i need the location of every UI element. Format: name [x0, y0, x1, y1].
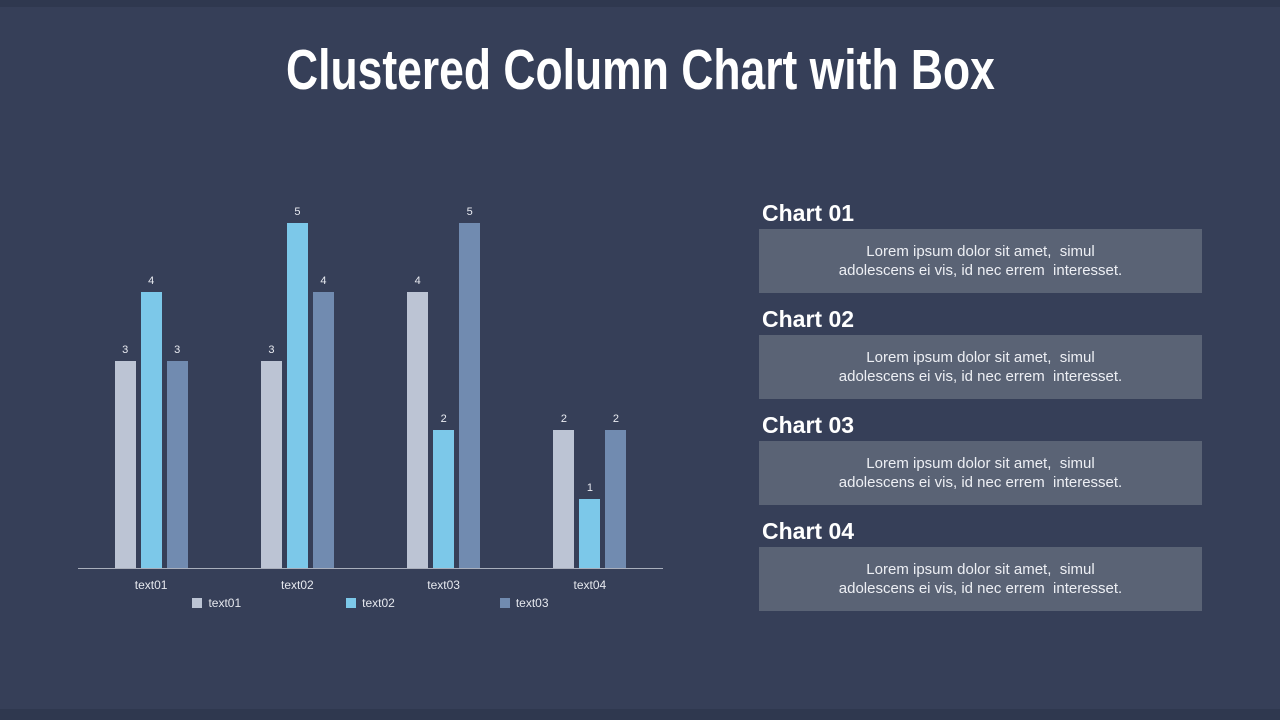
info-box-text-line: Lorem ipsum dolor sit amet, simul [866, 455, 1095, 472]
bar-text02-text02: 5 [286, 206, 308, 568]
bar-value-label: 3 [268, 344, 275, 356]
info-section-heading: Chart 01 [762, 200, 855, 226]
bar-text02-text03: 2 [433, 413, 455, 568]
info-box-text-line: adolescens ei vis, id nec errem interess… [838, 262, 1123, 279]
bar-value-label: 3 [174, 344, 181, 356]
legend-label: text02 [362, 596, 395, 610]
x-axis-label-text02: text02 [281, 578, 314, 592]
info-box-text-line: Lorem ipsum dolor sit amet, simul [866, 349, 1095, 366]
bar-text03-text04: 2 [605, 413, 627, 568]
legend-item-text02: text02 [346, 596, 395, 610]
info-section-heading: Chart 02 [762, 306, 855, 332]
info-panel: Chart 01 Lorem ipsum dolor sit amet, simu… [759, 201, 1202, 625]
bar-value-label: 5 [466, 206, 473, 218]
bar-text01-text01: 3 [114, 344, 136, 568]
info-section-4: Chart 04 Lorem ipsum dolor sit amet, simu… [759, 519, 1202, 611]
info-section-box: Lorem ipsum dolor sit amet, simul adolesc… [759, 229, 1202, 293]
legend-swatch-icon [192, 598, 203, 608]
info-box-text-line: adolescens ei vis, id nec errem interess… [838, 474, 1123, 491]
info-section-1: Chart 01 Lorem ipsum dolor sit amet, simu… [759, 201, 1202, 293]
bar-value-label: 4 [320, 275, 327, 287]
title-container: Clustered Column Chart with Box [0, 40, 1280, 100]
bar-text01-text02: 3 [260, 344, 282, 568]
bar-group-text02: 3 5 4 [224, 206, 370, 568]
info-section-2: Chart 02 Lorem ipsum dolor sit amet, simu… [759, 307, 1202, 399]
x-axis-label-text01: text01 [134, 578, 168, 592]
info-section-box: Lorem ipsum dolor sit amet, simul adolesc… [759, 441, 1202, 505]
legend-label: text01 [208, 596, 242, 610]
bar-value-label: 2 [440, 413, 447, 425]
legend-label: text03 [515, 596, 549, 610]
bar-value-label: 4 [148, 275, 155, 287]
info-section-box: Lorem ipsum dolor sit amet, simul adolesc… [759, 335, 1202, 399]
info-section-heading: Chart 03 [762, 412, 855, 438]
legend-swatch-icon [346, 598, 357, 608]
info-section-3: Chart 03 Lorem ipsum dolor sit amet, simu… [759, 413, 1202, 505]
bottom-edge-strip [0, 709, 1280, 720]
info-box-text-line: adolescens ei vis, id nec errem interess… [838, 368, 1123, 385]
bar-value-label: 5 [294, 206, 301, 218]
bar-text01-text03: 4 [407, 275, 429, 568]
x-axis-labels: text01 text02 text03 text04 [78, 578, 663, 592]
chart-legend: text01 text02 text03 [78, 596, 663, 610]
bar-text03-text01: 3 [166, 344, 188, 568]
info-box-text-line: Lorem ipsum dolor sit amet, simul [866, 243, 1095, 260]
bar-group-text04: 2 1 2 [517, 223, 663, 568]
legend-swatch-icon [499, 598, 510, 608]
info-box-text-line: Lorem ipsum dolor sit amet, simul [866, 561, 1095, 578]
x-axis-label-text03: text03 [427, 578, 460, 592]
bar-group-text01: 3 4 3 [78, 223, 224, 568]
bar-text03-text03: 5 [459, 206, 481, 568]
top-edge-strip [0, 0, 1280, 7]
bar-text01-text04: 2 [553, 413, 575, 568]
bar-value-label: 2 [612, 413, 619, 425]
bar-text02-text04: 1 [579, 482, 601, 568]
chart-plot: 3 4 3 3 5 4 4 2 5 2 1 2 [78, 206, 663, 569]
bar-value-label: 4 [414, 275, 421, 287]
info-section-heading: Chart 04 [762, 518, 855, 544]
slide-title: Clustered Column Chart with Box [285, 38, 995, 102]
bar-group-text03: 4 2 5 [371, 206, 517, 568]
bar-value-label: 2 [560, 413, 567, 425]
info-section-box: Lorem ipsum dolor sit amet, simul adolesc… [759, 547, 1202, 611]
info-box-text-line: adolescens ei vis, id nec errem interess… [838, 580, 1123, 597]
bar-value-label: 1 [586, 482, 593, 494]
legend-item-text03: text03 [499, 596, 549, 610]
legend-item-text01: text01 [192, 596, 241, 610]
bar-text02-text01: 4 [140, 275, 162, 568]
bar-value-label: 3 [122, 344, 129, 356]
x-axis-label-text04: text04 [573, 578, 607, 592]
bar-text03-text02: 4 [312, 275, 334, 568]
